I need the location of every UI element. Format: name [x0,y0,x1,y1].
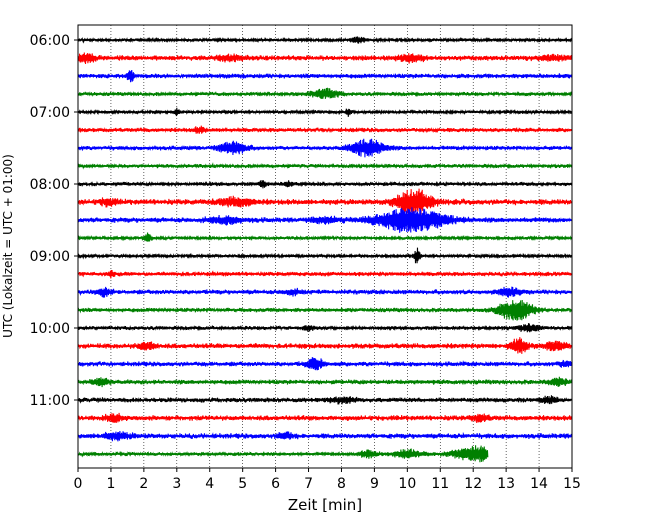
y-tick-label: 11:00 [30,393,70,409]
y-axis-label: UTC (Lokalzeit = UTC + 01:00) [1,154,15,338]
seismic-trace [77,269,573,279]
trace-layer [77,36,573,463]
x-tick-label: 13 [497,476,515,492]
seismic-trace [77,232,573,242]
seismic-trace [77,300,573,321]
x-tick-label: 10 [398,476,416,492]
x-tick-label: 4 [205,476,214,492]
seismic-trace [77,162,573,170]
seismic-trace [77,376,573,388]
x-tick-label: 5 [238,476,247,492]
seismic-trace [77,286,573,298]
seismic-trace [77,337,573,354]
x-axis: 0 1 2 3 4 5 6 7 8 9 10 11 12 13 14 15 [74,468,581,492]
x-tick-label: 15 [563,476,581,492]
y-tick-label: 10:00 [30,321,70,337]
seismic-trace [77,412,573,423]
x-tick-label: 0 [74,476,83,492]
seismic-trace [77,445,489,463]
seismic-trace [77,395,573,405]
y-tick-label: 09:00 [30,249,70,265]
x-tick-label: 11 [431,476,449,492]
seismic-trace [77,180,573,189]
y-axis: 06:00 07:00 08:00 09:00 10:00 11:00 [30,33,78,409]
seismic-trace [77,188,573,217]
x-tick-label: 9 [370,476,379,492]
x-tick-label: 14 [530,476,548,492]
seismic-trace [77,247,573,264]
seismic-trace [77,87,573,99]
x-tick-label: 1 [106,476,115,492]
x-tick-label: 12 [464,476,482,492]
seismic-trace [77,125,573,134]
grid-layer [110,25,540,468]
x-tick-label: 8 [337,476,346,492]
y-tick-label: 07:00 [30,105,70,121]
x-tick-label: 7 [304,476,313,492]
seismic-trace [77,69,573,83]
x-tick-label: 2 [139,476,148,492]
seismic-trace [77,207,573,233]
seismic-trace [77,52,573,64]
seismic-trace [77,323,573,333]
x-tick-label: 6 [271,476,280,492]
seismic-trace [77,430,573,442]
y-tick-label: 08:00 [30,177,70,193]
x-axis-label: Zeit [min] [288,496,362,514]
seismic-trace [77,107,573,117]
seismic-trace [77,138,573,158]
seismic-trace [77,36,573,44]
y-tick-label: 06:00 [30,33,70,49]
seismic-trace [77,357,573,371]
x-tick-label: 3 [172,476,181,492]
plot-frame [77,24,573,469]
